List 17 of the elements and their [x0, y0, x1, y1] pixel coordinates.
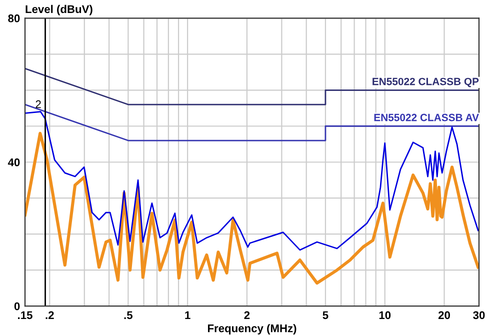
x-tick-label: 1: [185, 311, 190, 320]
series-label: EN55022 CLASSB QP: [372, 78, 479, 88]
x-tick-label: 5: [322, 311, 328, 320]
x-axis-title: Frequency (MHz): [208, 324, 296, 334]
x-tick-label: 30: [473, 311, 485, 320]
y-tick-label: 80: [8, 14, 20, 22]
x-tick-label: .15: [18, 311, 32, 320]
x-tick-label: .2: [46, 311, 54, 320]
x-tick-label: 10: [379, 311, 391, 320]
x-tick-label: 2: [244, 311, 250, 320]
series-label: EN55022 CLASSB AV: [374, 114, 479, 122]
annotation: 2: [36, 100, 41, 108]
x-tick-label: .5: [124, 311, 132, 320]
y-tick-label: 40: [8, 158, 20, 166]
x-tick-label: 20: [438, 311, 450, 320]
y-axis-title: Level (dBuV): [26, 4, 92, 16]
y-tick-label: 0: [14, 302, 20, 310]
